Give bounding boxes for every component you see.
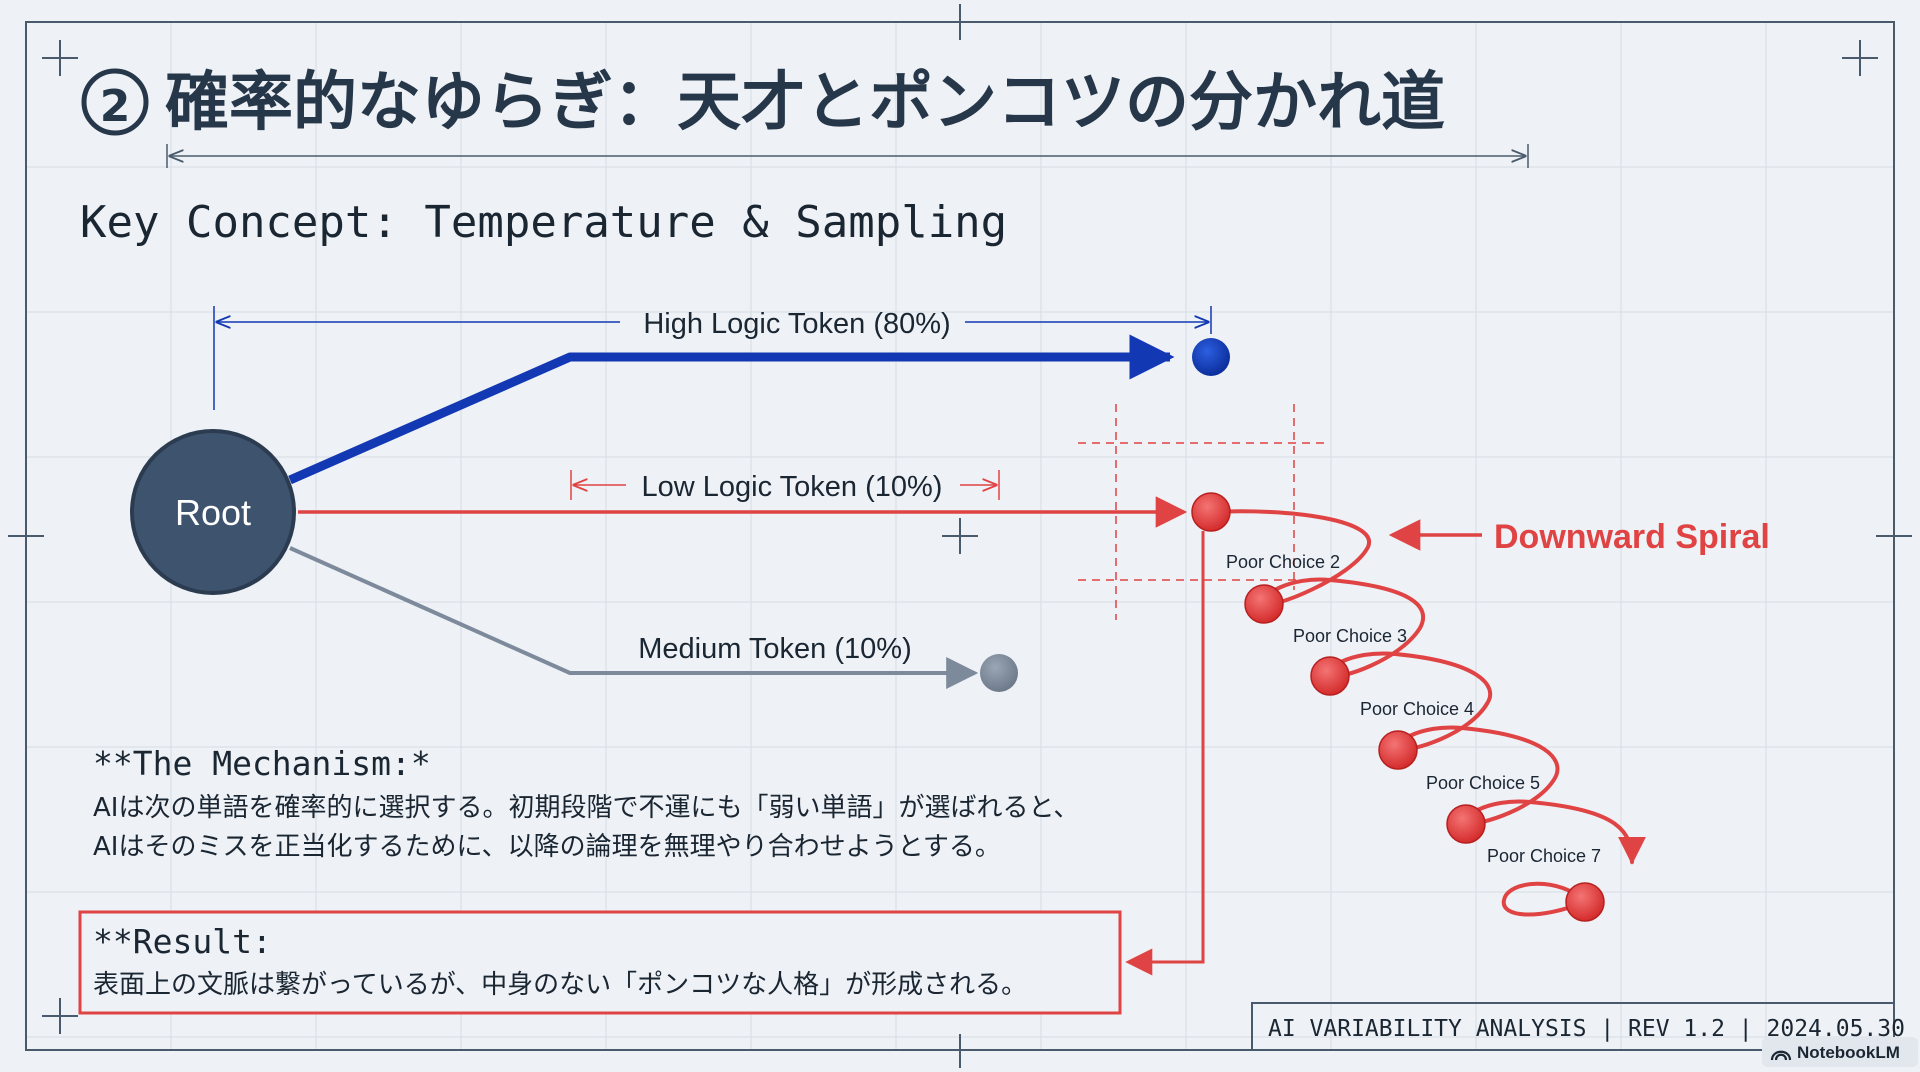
downward-spiral-label: Downward Spiral [1494, 518, 1770, 556]
blueprint-frame [8, 4, 1912, 1068]
page-title: 2 確率的なゆらぎ：天才とポンコツの分かれ道 [81, 66, 1445, 140]
poor-choice-node [1244, 584, 1284, 624]
result-heading: **Result: [93, 922, 272, 961]
spiral-end-loop [1501, 881, 1587, 917]
result-connector-path [1125, 531, 1205, 976]
poor-choice-label: Poor Choice 2 [1226, 552, 1340, 572]
root-node: Root [130, 429, 296, 595]
notebooklm-brand-text: NotebookLM [1797, 1043, 1900, 1062]
notebooklm-logo-icon [1770, 1050, 1792, 1061]
poor-choice-node [1446, 804, 1486, 844]
root-label: Root [175, 492, 251, 533]
poor-choice-label: Poor Choice 5 [1426, 773, 1540, 793]
poor-choice-label: Poor Choice 3 [1293, 626, 1407, 646]
poor-choice-node [1565, 882, 1605, 922]
medium-token-path [289, 546, 979, 689]
result-box: **Result: 表面上の文脈は繋がっているが、中身のない「ポンコツな人格」が… [78, 910, 1122, 1015]
medium-token-label: Medium Token (10%) [638, 633, 911, 665]
notebooklm-badge: NotebookLM [1762, 1037, 1918, 1067]
mechanism-line-2: AIはそのミスを正当化するために、以降の論理を無理やり合わせようとする。 [93, 832, 1001, 862]
key-concept-heading: Key Concept: Temperature & Sampling [80, 197, 1007, 248]
high-token-dimension [213, 306, 1212, 410]
mechanism-section: **The Mechanism:* AIは次の単語を確率的に選択する。初期段階で… [93, 744, 1079, 862]
low-token-label: Low Logic Token (10%) [642, 471, 943, 503]
high-token-node [1192, 338, 1230, 376]
poor-choice-node [1310, 656, 1350, 696]
poor-choice-node [1378, 730, 1418, 770]
title-text: 確率的なゆらぎ：天才とポンコツの分かれ道 [165, 66, 1445, 140]
low-token-dimension [570, 470, 1000, 500]
mechanism-line-1: AIは次の単語を確率的に選択する。初期段階で不運にも「弱い単語」が選ばれると、 [93, 793, 1079, 823]
mechanism-heading: **The Mechanism:* [93, 744, 431, 783]
high-token-label: High Logic Token (80%) [643, 308, 950, 340]
poor-choice-label: Poor Choice 7 [1487, 846, 1601, 866]
title-dimension-line [166, 144, 1529, 168]
low-token-node [1191, 492, 1231, 532]
result-line-1: 表面上の文脈は繋がっているが、中身のない「ポンコツな人格」が形成される。 [93, 970, 1027, 1000]
medium-token-node [980, 654, 1018, 692]
title-number: 2 [100, 81, 131, 132]
poor-choice-label: Poor Choice 4 [1360, 699, 1474, 719]
high-token-path [288, 334, 1175, 485]
title-number-badge [81, 68, 149, 136]
